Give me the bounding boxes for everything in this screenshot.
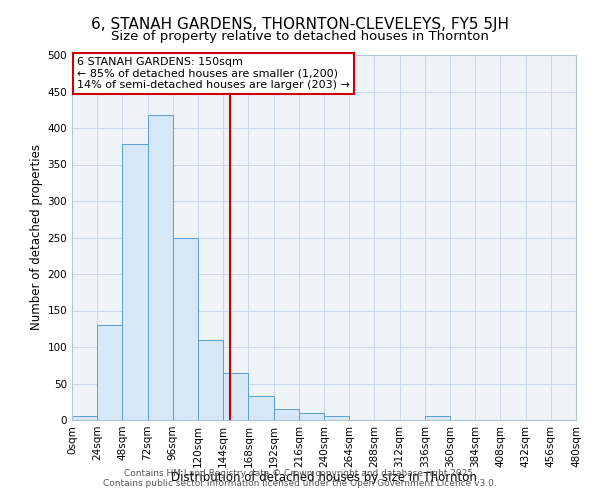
Bar [97,325,122,420]
Bar [223,372,248,420]
Bar [198,340,223,420]
Bar [72,416,97,420]
Bar [148,115,173,420]
Text: Contains HM Land Registry data © Crown copyright and database right 2025.: Contains HM Land Registry data © Crown c… [124,469,476,478]
Text: 6 STANAH GARDENS: 150sqm
← 85% of detached houses are smaller (1,200)
14% of sem: 6 STANAH GARDENS: 150sqm ← 85% of detach… [77,57,350,90]
Bar [173,238,198,420]
Text: 6, STANAH GARDENS, THORNTON-CLEVELEYS, FY5 5JH: 6, STANAH GARDENS, THORNTON-CLEVELEYS, F… [91,18,509,32]
Text: Size of property relative to detached houses in Thornton: Size of property relative to detached ho… [111,30,489,43]
Bar [299,412,324,420]
Bar [274,409,299,420]
Y-axis label: Number of detached properties: Number of detached properties [30,144,43,330]
Bar [248,396,274,420]
Bar [425,416,450,420]
Bar [324,416,349,420]
X-axis label: Distribution of detached houses by size in Thornton: Distribution of detached houses by size … [171,471,477,484]
Bar [122,144,148,420]
Text: Contains public sector information licensed under the Open Government Licence v3: Contains public sector information licen… [103,479,497,488]
